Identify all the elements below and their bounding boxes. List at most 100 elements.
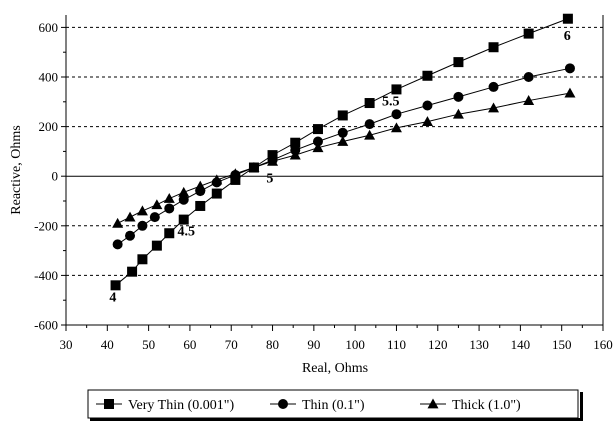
x-axis-label: Real, Ohms	[302, 361, 368, 376]
data-point-square	[337, 110, 348, 121]
data-point-triangle	[337, 135, 349, 146]
x-tick-label: 150	[552, 337, 572, 352]
data-point-square	[523, 28, 534, 39]
data-point-circle	[488, 81, 499, 92]
y-tick-label: -600	[34, 318, 58, 333]
data-point-circle	[337, 127, 348, 138]
y-tick-label: -400	[34, 268, 58, 283]
data-point-square	[195, 200, 206, 211]
data-point-triangle	[312, 142, 324, 153]
frequency-annotation: 5.5	[382, 95, 400, 110]
data-point-square	[127, 266, 138, 277]
legend-label: Very Thin (0.001")	[128, 398, 235, 413]
legend-item-triangle: Thick (1.0")	[420, 398, 521, 413]
x-tick-labels: 30 40 50 60 70 80 90 100 110 120 130 140 150 160	[60, 325, 613, 352]
data-point-circle	[312, 136, 323, 147]
data-point-circle	[523, 72, 534, 82]
data-point-square	[164, 228, 175, 239]
x-tick-label: 110	[387, 337, 406, 352]
data-point-square	[151, 240, 162, 251]
data-point-circle	[112, 239, 123, 250]
data-point-square	[364, 98, 375, 109]
x-tick-label: 50	[142, 337, 155, 352]
data-point-circle	[178, 194, 189, 205]
x-tick-label: 120	[428, 337, 448, 352]
legend-item-square: Very Thin (0.001")	[96, 398, 235, 413]
data-point-triangle	[248, 162, 260, 172]
data-point-triangle	[267, 155, 279, 166]
legend-shadow-right	[580, 392, 583, 420]
frequency-annotation: 4	[109, 290, 116, 305]
x-tick-label: 90	[307, 337, 320, 352]
data-point-circle	[149, 212, 160, 223]
data-point-circle	[391, 109, 402, 120]
legend-marker-circle	[278, 399, 288, 409]
data-point-triangle	[390, 122, 402, 133]
x-tick-label: 130	[469, 337, 489, 352]
data-point-triangle	[289, 149, 301, 160]
x-tick-label: 60	[183, 337, 196, 352]
legend: Very Thin (0.001") Thin (0.1") Thick (1.0"…	[87, 389, 583, 421]
x-tick-label: 30	[60, 337, 73, 352]
data-point-triangle	[364, 129, 376, 140]
annotations: 4 4.5 5 5.5 6	[109, 29, 570, 306]
data-point-triangle	[194, 180, 206, 191]
data-point-square	[422, 70, 433, 81]
y-tick-label: 0	[52, 169, 59, 184]
data-point-circle	[125, 230, 136, 241]
frequency-annotation: 4.5	[178, 225, 196, 240]
y-tick-label: -200	[34, 218, 58, 233]
data-point-square	[453, 57, 464, 68]
data-point-square	[562, 13, 573, 24]
data-point-circle	[164, 203, 175, 214]
series-group	[110, 13, 576, 291]
legend-label: Thin (0.1")	[302, 398, 365, 413]
data-point-triangle	[564, 87, 576, 98]
legend-marker-triangle	[427, 398, 439, 409]
x-tick-label: 140	[511, 337, 531, 352]
data-point-triangle	[112, 217, 124, 228]
data-point-triangle	[151, 199, 163, 210]
data-point-square	[110, 280, 121, 291]
x-tick-label: 80	[266, 337, 279, 352]
legend-marker-square	[104, 399, 114, 409]
data-point-triangle	[421, 116, 433, 127]
data-point-triangle	[136, 205, 148, 216]
y-tick-labels: -600 -400 -200 0 200 400 600	[34, 20, 66, 333]
legend-shadow-bottom	[90, 418, 583, 421]
data-point-square	[137, 254, 148, 265]
x-tick-label: 40	[101, 337, 114, 352]
data-point-square	[211, 188, 222, 199]
data-point-triangle	[488, 102, 500, 113]
data-point-triangle	[523, 95, 535, 105]
data-point-square	[178, 214, 189, 225]
data-point-square	[391, 84, 402, 95]
y-tick-label: 200	[39, 119, 59, 134]
data-point-circle	[137, 220, 148, 231]
data-point-circle	[564, 63, 575, 74]
gridlines	[66, 26, 603, 276]
frequency-annotation: 5	[266, 171, 273, 186]
data-point-square	[488, 42, 499, 53]
legend-item-circle: Thin (0.1")	[270, 398, 365, 413]
x-tick-label: 70	[225, 337, 238, 352]
x-tick-label: 100	[345, 337, 365, 352]
data-point-square	[312, 124, 323, 135]
data-point-circle	[453, 91, 464, 102]
y-axis-label: Reactive, Ohms	[9, 125, 24, 214]
frequency-annotation: 6	[564, 29, 571, 44]
y-tick-label: 400	[39, 70, 59, 85]
data-point-triangle	[163, 193, 175, 203]
series-triangle	[112, 87, 576, 228]
x-tick-label: 160	[593, 337, 613, 352]
data-point-triangle	[211, 174, 223, 185]
legend-label: Thick (1.0")	[452, 398, 521, 413]
data-point-triangle	[229, 168, 241, 179]
data-point-triangle	[124, 211, 136, 222]
data-point-circle	[364, 119, 375, 130]
y-tick-label: 600	[39, 20, 59, 35]
legend-box	[87, 389, 579, 419]
data-point-circle	[422, 100, 433, 111]
